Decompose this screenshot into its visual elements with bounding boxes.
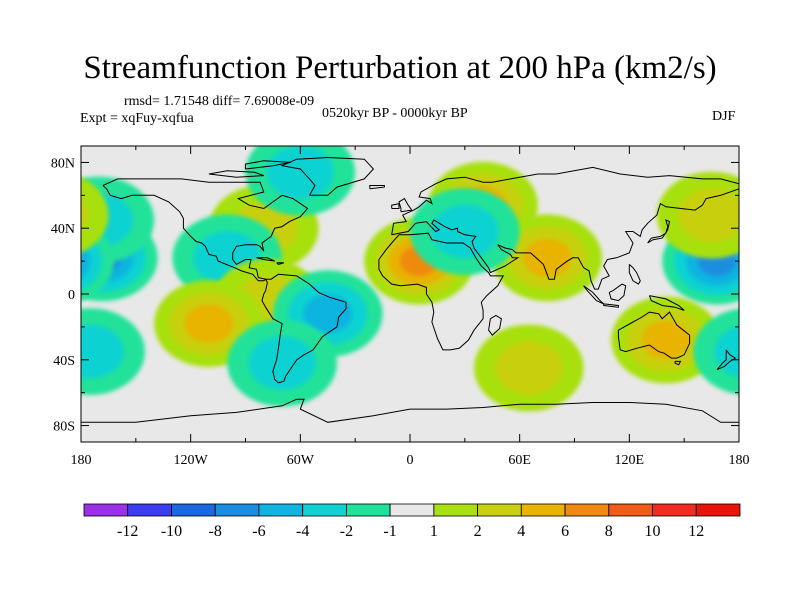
coastline (102, 178, 309, 282)
coastline (674, 360, 682, 366)
colorbar-swatch (389, 503, 435, 517)
coastline (391, 166, 739, 290)
x-tick-label: 60W (287, 453, 315, 468)
coastline (391, 202, 400, 209)
x-tick-label: 180 (729, 453, 750, 468)
x-tick-label: 120E (615, 453, 645, 468)
coastline (280, 156, 375, 196)
anomaly-contour (266, 146, 334, 199)
colorbar-label: -6 (252, 523, 265, 540)
chart-title: Streamfunction Perturbation at 200 hPa (… (83, 50, 717, 86)
x-tick-label: 0 (407, 453, 414, 468)
coastline (261, 273, 347, 384)
coastline (647, 219, 671, 244)
colorbar-label: 8 (605, 523, 613, 540)
colorbar-label: -2 (340, 523, 353, 540)
anomaly-contour (522, 238, 572, 278)
anomaly-contour (303, 294, 353, 334)
coastline (369, 185, 385, 190)
y-tick-label: 0 (68, 288, 75, 303)
y-tick-label: 80N (51, 156, 75, 171)
anomaly-contour (81, 177, 109, 253)
coastline (716, 349, 737, 371)
colorbar-swatch (564, 503, 610, 517)
colorbar-swatch (608, 503, 653, 517)
colorbar-label: 6 (561, 523, 569, 540)
anomaly-contour (81, 324, 124, 379)
x-tick-label: 60E (508, 453, 531, 468)
experiment-label: Expt = xqFuy-xqfua (80, 111, 194, 126)
coastline (628, 264, 641, 285)
colorbar-swatch (345, 503, 391, 517)
x-tick-label: 180 (71, 453, 92, 468)
coastline (276, 262, 285, 265)
colorbar-label: -8 (209, 523, 222, 540)
colorbar-swatch (652, 503, 697, 517)
colorbar-swatch (83, 503, 129, 517)
x-tick-label: 120W (174, 453, 209, 468)
colorbar-label: -12 (117, 523, 138, 540)
anomaly-contour (677, 188, 739, 242)
period-label: 0520kyr BP - 0000kyr BP (322, 106, 468, 121)
coastline (208, 170, 264, 178)
anomaly-contour (248, 336, 316, 390)
coastline (617, 311, 691, 359)
colorbar-swatch (520, 503, 566, 517)
coastline (608, 283, 627, 302)
colorbar-swatch (171, 503, 216, 517)
colorbar-swatch (433, 503, 478, 517)
coastline (488, 314, 502, 336)
colorbar-label: -10 (161, 523, 182, 540)
anomaly-contour (641, 320, 691, 360)
colorbar-label: -4 (296, 523, 309, 540)
colorbar-label: 12 (688, 523, 704, 540)
colorbar-label: 4 (517, 523, 525, 540)
anomaly-contour (693, 308, 739, 395)
colorbar-swatch (695, 503, 741, 517)
colorbar-label: 2 (474, 523, 482, 540)
anomaly-contour (714, 325, 739, 378)
coastline (648, 295, 685, 311)
colorbar-swatch (127, 503, 172, 517)
anomaly-contour (184, 304, 234, 343)
y-tick-label: 40S (53, 354, 75, 369)
colorbar-swatch (214, 503, 260, 517)
y-tick-label: 80S (53, 420, 75, 435)
stats-label: rmsd= 1.71548 diff= 7.69008e-09 (124, 94, 315, 109)
colorbar-swatch (258, 503, 303, 517)
colorbar-label: 1 (430, 523, 438, 540)
coastline (378, 232, 505, 351)
colorbar-swatch (302, 503, 347, 517)
coastline (245, 160, 292, 170)
anomaly-contour (431, 204, 499, 259)
anomaly-contour (81, 199, 88, 231)
colorbar-swatch (477, 503, 522, 517)
colorbar-label: -1 (383, 523, 396, 540)
colorbar-label: 10 (645, 523, 661, 540)
anomaly-contour (81, 243, 91, 279)
y-tick-label: 40N (51, 222, 75, 237)
season-label: DJF (712, 109, 736, 124)
coastline (603, 303, 619, 308)
coastline (398, 197, 413, 213)
coastline (81, 398, 739, 423)
anomaly-contour (495, 341, 563, 395)
coastline (256, 257, 275, 262)
